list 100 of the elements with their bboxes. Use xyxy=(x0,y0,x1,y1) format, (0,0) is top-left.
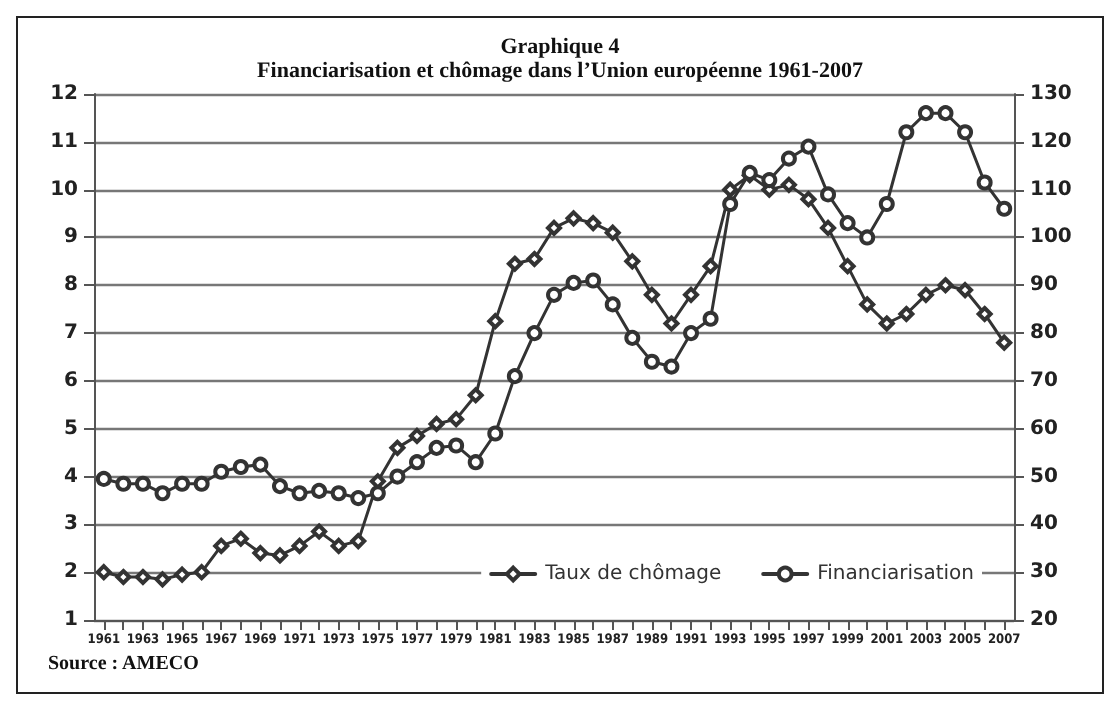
point xyxy=(174,475,191,492)
point xyxy=(193,475,210,492)
point xyxy=(487,313,504,330)
y2-tick-label: 90 xyxy=(1030,274,1058,297)
y2-tick-label: 80 xyxy=(1030,322,1058,345)
legend-label: Taux de chômage xyxy=(543,563,722,585)
y-tick-label: 10 xyxy=(50,178,79,201)
point xyxy=(271,478,288,495)
point xyxy=(800,191,817,208)
point xyxy=(702,258,719,275)
point xyxy=(722,195,739,212)
point xyxy=(780,176,797,193)
point xyxy=(957,124,974,141)
point xyxy=(428,439,445,456)
point xyxy=(526,250,543,267)
point xyxy=(643,353,660,370)
point xyxy=(134,475,151,492)
point xyxy=(702,310,719,327)
point xyxy=(330,485,347,502)
point xyxy=(193,564,210,581)
point xyxy=(937,277,954,294)
point xyxy=(389,468,406,485)
point xyxy=(467,454,484,471)
y-tick-label: 11 xyxy=(50,130,79,153)
point xyxy=(369,485,386,502)
point xyxy=(663,315,680,332)
point xyxy=(859,296,876,313)
point xyxy=(115,475,132,492)
y2-tick-label: 130 xyxy=(1030,83,1072,105)
point xyxy=(487,425,504,442)
point xyxy=(663,358,680,375)
point xyxy=(839,215,856,232)
point xyxy=(878,315,895,332)
point xyxy=(154,485,171,502)
point xyxy=(820,219,837,236)
point xyxy=(878,195,895,212)
y2-tick-label: 110 xyxy=(1030,178,1072,201)
point xyxy=(800,138,817,155)
point xyxy=(937,105,954,122)
y2-tick-label: 20 xyxy=(1030,609,1058,631)
point xyxy=(154,571,171,588)
point xyxy=(996,200,1013,217)
point xyxy=(996,334,1013,351)
y-tick-label: 3 xyxy=(64,513,79,536)
point xyxy=(683,286,700,303)
point xyxy=(643,286,660,303)
point xyxy=(506,255,523,272)
y2-tick-label: 50 xyxy=(1030,465,1058,488)
y-tick-label: 12 xyxy=(50,83,79,105)
legend-label: Financiarisation xyxy=(817,563,975,585)
y-tick-label: 2 xyxy=(64,561,79,584)
point xyxy=(624,329,641,346)
point xyxy=(683,325,700,342)
y-tick-label: 4 xyxy=(64,465,79,488)
point xyxy=(898,305,915,322)
point xyxy=(232,458,249,475)
point xyxy=(291,485,308,502)
point xyxy=(859,229,876,246)
y2-tick-label: 100 xyxy=(1030,226,1072,249)
point xyxy=(820,186,837,203)
point xyxy=(761,172,778,189)
point xyxy=(839,258,856,275)
point xyxy=(115,568,132,585)
point xyxy=(585,272,602,289)
point xyxy=(976,174,993,191)
point xyxy=(604,296,621,313)
point xyxy=(408,454,425,471)
y-tick-label: 5 xyxy=(64,417,79,440)
point xyxy=(546,219,562,236)
point xyxy=(95,564,112,581)
point xyxy=(252,456,269,473)
point xyxy=(252,545,269,562)
point xyxy=(232,530,249,547)
point xyxy=(291,537,308,554)
point xyxy=(976,305,993,322)
point xyxy=(467,387,484,404)
source-note: Source : AMECO xyxy=(48,653,200,675)
y2-tick-label: 40 xyxy=(1030,513,1058,536)
point xyxy=(898,124,915,141)
point xyxy=(624,253,641,270)
point xyxy=(95,470,112,487)
point xyxy=(311,482,328,499)
chart-subtitle: Financiarisation et chômage dans l’Union européenne 1961-2007 xyxy=(257,59,864,83)
point xyxy=(350,533,367,550)
point xyxy=(565,210,582,227)
point xyxy=(604,224,621,241)
y-tick-label: 9 xyxy=(64,226,79,249)
point xyxy=(174,566,191,583)
y2-tick-label: 70 xyxy=(1030,369,1058,392)
y-tick-label: 1 xyxy=(64,609,79,631)
point xyxy=(448,411,465,428)
point xyxy=(134,568,151,585)
point xyxy=(350,490,367,507)
y-tick-label: 8 xyxy=(64,274,79,297)
point xyxy=(448,437,465,454)
point xyxy=(546,286,562,303)
point xyxy=(585,215,602,232)
y2-tick-label: 30 xyxy=(1030,561,1058,584)
point xyxy=(917,105,934,122)
point xyxy=(957,282,974,299)
